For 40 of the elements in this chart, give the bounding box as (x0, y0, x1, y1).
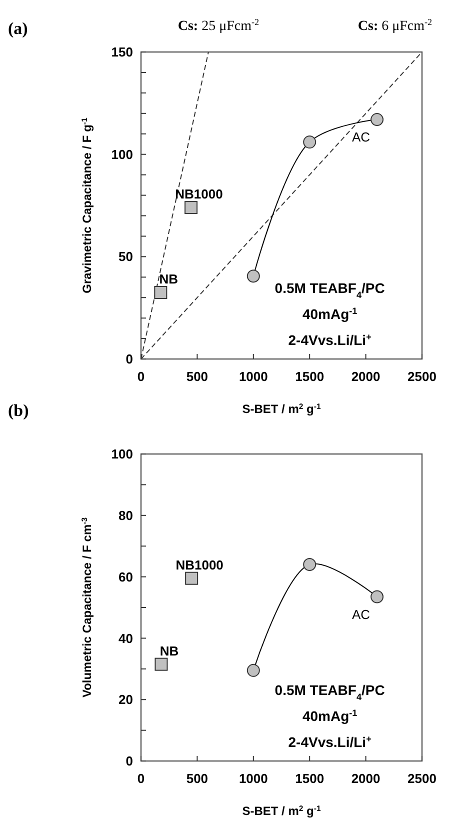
series-label: NB (160, 643, 179, 658)
x-tick-label: 500 (186, 771, 208, 786)
y-tick-label: 20 (118, 692, 133, 708)
x-tick-label: 1500 (295, 771, 324, 786)
annotation: 2-4Vvs.Li/Li$^{+}$ (288, 734, 372, 750)
series-label: NB (159, 271, 178, 286)
chart-title: (a) (8, 19, 28, 38)
y-tick-label: 0 (126, 754, 133, 769)
x-tick-label: 0 (137, 369, 145, 384)
series-label: NB1000 (176, 557, 224, 572)
x-axis-title: S-BET / m$^{2}$ g$^{-1}$ (242, 804, 322, 818)
x-tick-label: 0 (137, 771, 145, 786)
y-tick-label: 40 (118, 630, 133, 646)
annotation: 2-4Vvs.Li/Li$^{+}$ (288, 332, 372, 348)
x-axis-title: S-BET / m$^{2}$ g$^{-1}$ (242, 402, 322, 416)
x-tick-label: 1000 (238, 369, 268, 384)
x-tick-label: 2500 (408, 771, 436, 786)
text: Cs: 25 μFcm$^{-2}$ (178, 17, 260, 34)
x-tick-label: 1000 (238, 771, 268, 786)
y-tick-label: 150 (111, 44, 133, 60)
x-tick-label: 2500 (408, 369, 436, 384)
annotation: 40mAg$^{-1}$ (302, 708, 358, 724)
annotation: 40mAg$^{-1}$ (302, 306, 358, 322)
chart-title: (b) (8, 401, 29, 420)
series-label: AC (352, 130, 370, 145)
annotation: 0.5M TEABF$_{4}$/PC (274, 682, 385, 702)
y-tick-label: 0 (126, 352, 133, 367)
y-tick-label: 100 (111, 146, 133, 162)
y-tick-label: 100 (111, 446, 133, 462)
y-tick-label: 80 (118, 508, 133, 523)
y-tick-label: 60 (118, 569, 133, 584)
x-tick-label: 2000 (351, 369, 380, 384)
annotation: 0.5M TEABF$_{4}$/PC (274, 280, 385, 300)
x-tick-label: 2000 (351, 771, 380, 786)
series-label: Cs: 6 μFcm$^{-2}$ (358, 17, 433, 34)
x-tick-label: 1500 (295, 369, 324, 384)
x-tick-label: 500 (186, 369, 208, 384)
y-tick-label: 50 (118, 249, 133, 264)
series-label: NB1000 (175, 186, 223, 202)
series-label: AC (352, 606, 370, 622)
